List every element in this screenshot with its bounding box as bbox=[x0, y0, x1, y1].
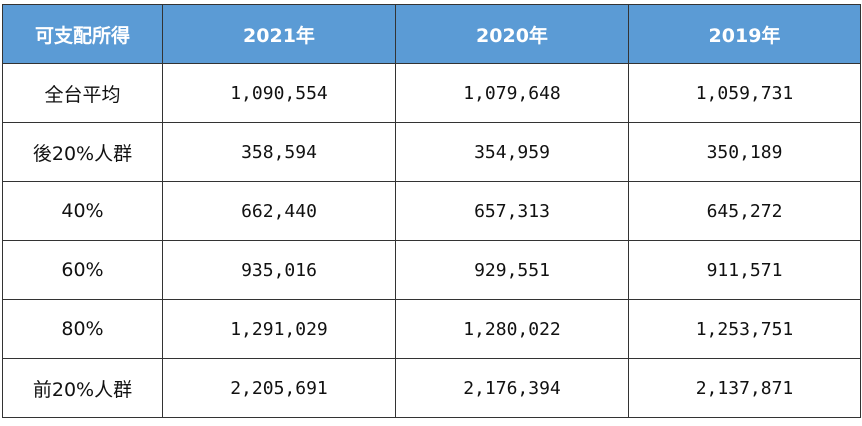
value-cell: 662,440 bbox=[162, 181, 396, 241]
value-cell: 354,959 bbox=[395, 122, 629, 182]
value-cell: 1,253,751 bbox=[628, 299, 861, 359]
value-cell: 911,571 bbox=[628, 240, 861, 300]
value-cell: 1,090,554 bbox=[162, 63, 396, 123]
table-row: 前20%人群 2,205,691 2,176,394 2,137,871 bbox=[2, 358, 861, 418]
value-cell: 929,551 bbox=[395, 240, 629, 300]
value-cell: 1,280,022 bbox=[395, 299, 629, 359]
table-row: 全台平均 1,090,554 1,079,648 1,059,731 bbox=[2, 63, 861, 123]
value-cell: 2,205,691 bbox=[162, 358, 396, 418]
row-label: 全台平均 bbox=[2, 63, 163, 123]
table-row: 後20%人群 358,594 354,959 350,189 bbox=[2, 122, 861, 182]
header-label: 可支配所得 bbox=[2, 4, 163, 64]
row-label: 80% bbox=[2, 299, 163, 359]
table-row: 60% 935,016 929,551 911,571 bbox=[2, 240, 861, 300]
value-cell: 1,291,029 bbox=[162, 299, 396, 359]
table-row: 80% 1,291,029 1,280,022 1,253,751 bbox=[2, 299, 861, 359]
value-cell: 350,189 bbox=[628, 122, 861, 182]
header-year-2020: 2020年 bbox=[395, 4, 629, 64]
header-year-2019: 2019年 bbox=[628, 4, 861, 64]
value-cell: 657,313 bbox=[395, 181, 629, 241]
header-row: 可支配所得 2021年 2020年 2019年 bbox=[2, 4, 861, 64]
value-cell: 2,176,394 bbox=[395, 358, 629, 418]
header-year-2021: 2021年 bbox=[162, 4, 396, 64]
value-cell: 2,137,871 bbox=[628, 358, 861, 418]
value-cell: 358,594 bbox=[162, 122, 396, 182]
row-label: 前20%人群 bbox=[2, 358, 163, 418]
row-label: 40% bbox=[2, 181, 163, 241]
value-cell: 645,272 bbox=[628, 181, 861, 241]
income-table: 可支配所得 2021年 2020年 2019年 全台平均 1,090,554 1… bbox=[2, 4, 861, 418]
table-row: 40% 662,440 657,313 645,272 bbox=[2, 181, 861, 241]
row-label: 後20%人群 bbox=[2, 122, 163, 182]
row-label: 60% bbox=[2, 240, 163, 300]
value-cell: 1,059,731 bbox=[628, 63, 861, 123]
value-cell: 935,016 bbox=[162, 240, 396, 300]
value-cell: 1,079,648 bbox=[395, 63, 629, 123]
